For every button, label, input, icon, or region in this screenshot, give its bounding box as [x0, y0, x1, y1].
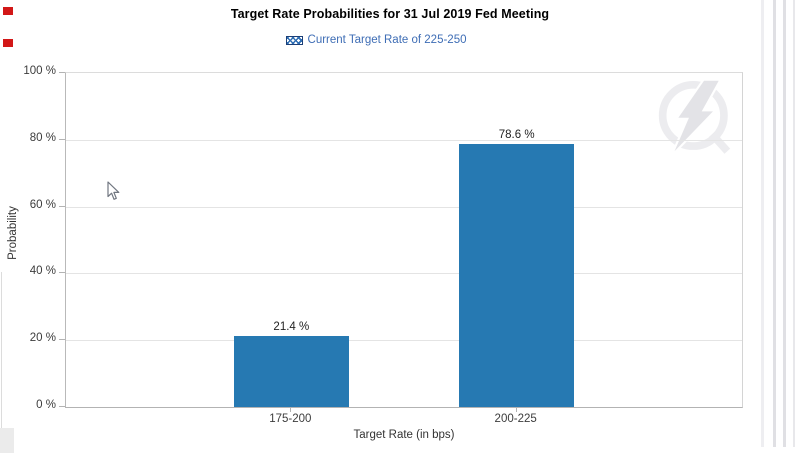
corner-block	[0, 428, 14, 453]
gridline	[66, 139, 742, 141]
legend-label: Current Target Rate of 225-250	[307, 34, 467, 46]
quikstrike-logo-icon	[658, 78, 731, 158]
y-tick-label: 100 %	[23, 65, 56, 77]
scrollbar-track[interactable]	[773, 0, 776, 447]
panel-edge-line	[1, 272, 2, 428]
y-tick-mark	[59, 339, 65, 341]
bar-value-label: 21.4 %	[273, 320, 310, 333]
x-category-label: 175-200	[269, 413, 312, 425]
bar-175-200[interactable]	[233, 335, 349, 407]
y-tick-mark	[59, 205, 65, 207]
y-axis-title: Probability	[7, 206, 19, 260]
y-tick-mark	[59, 406, 65, 407]
quikstrike-watermark	[652, 78, 738, 163]
y-tick-label: 60 %	[29, 198, 56, 211]
scrollbar-track[interactable]	[793, 0, 795, 447]
scrollbar-track[interactable]	[761, 0, 764, 447]
y-tick-label: 0 %	[36, 399, 56, 411]
red-marker	[3, 39, 13, 47]
red-marker	[3, 7, 13, 15]
gridline	[66, 206, 742, 208]
scrollbar-track[interactable]	[783, 0, 786, 447]
y-tick-mark	[59, 138, 65, 140]
y-tick-mark	[59, 272, 65, 274]
crosshatch-swatch-icon	[285, 35, 303, 45]
y-tick-label: 40 %	[29, 265, 56, 278]
x-axis-title: Target Rate (in bps)	[353, 429, 455, 441]
y-axis-labels: 0 % 20 % 40 % 60 % 80 % 100 %	[0, 65, 56, 411]
y-tick-label: 20 %	[29, 332, 56, 345]
chart-title: Target Rate Probabilities for 31 Jul 201…	[230, 7, 550, 21]
gridline	[66, 340, 742, 342]
x-category-label: 200-225	[494, 413, 537, 425]
bar-200-225[interactable]	[459, 144, 575, 407]
mouse-cursor-icon	[105, 181, 120, 206]
bar-value-label: 78.6 %	[498, 129, 535, 142]
chart-legend: Current Target Rate of 225-250	[0, 34, 752, 46]
y-tick-label: 80 %	[29, 131, 56, 144]
x-tick-mark	[515, 408, 517, 412]
plot-area: 21.4 % 78.6 %	[65, 72, 743, 408]
y-tick-mark	[59, 72, 65, 73]
gridline	[66, 273, 742, 275]
x-tick-mark	[290, 408, 292, 412]
